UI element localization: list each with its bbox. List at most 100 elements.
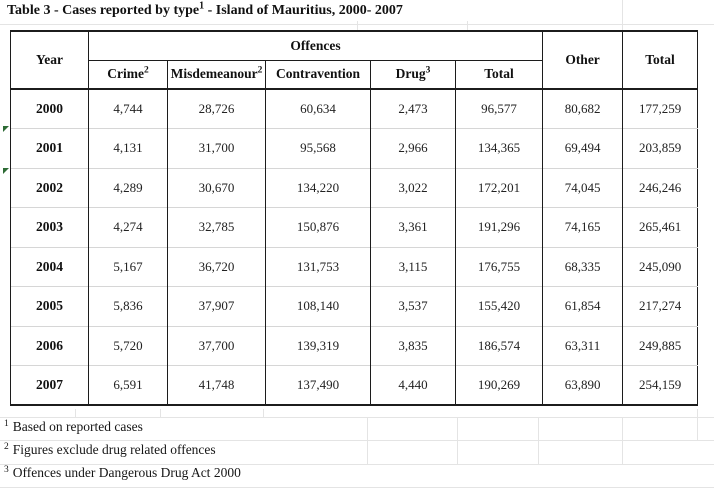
gridline	[367, 417, 368, 464]
col-header-crime-label: Crime	[107, 66, 144, 82]
col-header-misdemeanour-label: Misdemeanour	[170, 66, 258, 82]
contravention-cell: 134,220	[265, 167, 371, 208]
offences-total-cell: 190,269	[454, 365, 543, 405]
total-cell: 245,090	[622, 246, 698, 287]
drug-footnote-ref: 3	[425, 65, 431, 76]
gridline	[622, 0, 623, 30]
year-cell: 2007	[10, 365, 89, 405]
offences-total-cell: 176,755	[454, 246, 543, 287]
gridline	[75, 409, 76, 417]
crime-cell: 4,289	[88, 167, 168, 208]
gridline	[0, 487, 714, 488]
misdemeanour-cell: 28,726	[167, 88, 266, 129]
col-header-year: Year	[10, 31, 89, 90]
contravention-cell: 150,876	[265, 207, 371, 247]
title-footnote-ref: 1	[199, 0, 205, 12]
total-cell: 203,859	[622, 128, 698, 168]
header-row-sub: Crime2 Misdemeanour2 Contravention Drug3…	[11, 60, 698, 90]
drug-cell: 3,835	[370, 325, 456, 366]
table-title: Table 3 - Cases reported by type1 - Isla…	[7, 0, 403, 19]
other-cell: 80,682	[542, 88, 623, 129]
footnote-1-ref: 1	[4, 418, 9, 429]
misdemeanour-cell: 36,720	[167, 246, 266, 287]
contravention-cell: 137,490	[265, 365, 371, 405]
contravention-cell: 139,319	[265, 325, 371, 366]
gridline	[622, 417, 623, 464]
footnote-1: 1 Based on reported cases	[4, 415, 241, 438]
gridline	[538, 417, 539, 464]
col-header-misdemeanour: Misdemeanour2	[167, 60, 266, 90]
misdemeanour-cell: 37,700	[167, 325, 266, 366]
table-row: 2001 4,131 31,700 95,568 2,966 134,365 6…	[10, 128, 698, 168]
gridline	[0, 464, 714, 465]
table-row: 2002 4,289 30,670 134,220 3,022 172,201 …	[10, 167, 698, 208]
col-header-offences-total: Total	[454, 60, 543, 90]
other-cell: 74,045	[542, 167, 623, 208]
other-cell: 69,494	[542, 128, 623, 168]
offences-total-cell: 191,296	[454, 207, 543, 247]
footnote-2-ref: 2	[4, 441, 9, 452]
table-row: 2003 4,274 32,785 150,876 3,361 191,296 …	[10, 207, 698, 247]
drug-cell: 2,473	[370, 88, 456, 129]
contravention-cell: 131,753	[265, 246, 371, 287]
year-cell: 2001	[10, 128, 89, 168]
total-cell: 217,274	[622, 286, 698, 326]
year-cell: 2006	[10, 325, 89, 366]
total-cell: 265,461	[622, 207, 698, 247]
col-header-contravention-label: Contravention	[276, 66, 360, 82]
drug-cell: 3,115	[370, 246, 456, 287]
crime-cell: 5,167	[88, 246, 168, 287]
table-row: 2000 4,744 28,726 60,634 2,473 96,577 80…	[10, 88, 698, 129]
drug-cell: 3,361	[370, 207, 456, 247]
misdemeanour-cell: 37,907	[167, 286, 266, 326]
offences-total-cell: 96,577	[454, 88, 543, 129]
footnote-1-text: Based on reported cases	[12, 419, 143, 434]
col-header-other: Other	[542, 31, 623, 90]
title-text-suffix: - Island of Mauritius, 2000- 2007	[204, 3, 403, 18]
table-row: 2006 5,720 37,700 139,319 3,835 186,574 …	[10, 325, 698, 366]
other-cell: 63,890	[542, 365, 623, 405]
footnote-2-text: Figures exclude drug related offences	[12, 442, 216, 457]
drug-cell: 3,537	[370, 286, 456, 326]
drug-cell: 2,966	[370, 128, 456, 168]
offences-total-cell: 134,365	[454, 128, 543, 168]
table-row: 2007 6,591 41,748 137,490 4,440 190,269 …	[10, 365, 698, 405]
gridline	[357, 21, 358, 30]
title-text: Table 3 - Cases reported by type	[7, 3, 200, 18]
contravention-cell: 108,140	[265, 286, 371, 326]
table-row: 2004 5,167 36,720 131,753 3,115 176,755 …	[10, 246, 698, 287]
other-cell: 61,854	[542, 286, 623, 326]
gridline	[160, 409, 161, 417]
year-cell: 2004	[10, 246, 89, 287]
crime-cell: 4,744	[88, 88, 168, 129]
misdemeanour-footnote-ref: 2	[257, 65, 263, 76]
crime-cell: 4,131	[88, 128, 168, 168]
year-cell: 2005	[10, 286, 89, 326]
year-cell: 2003	[10, 207, 89, 247]
other-cell: 68,335	[542, 246, 623, 287]
col-header-drug-label: Drug	[395, 66, 426, 82]
crime-footnote-ref: 2	[143, 65, 149, 76]
col-header-offences-group: Offences	[87, 31, 543, 61]
misdemeanour-cell: 30,670	[167, 167, 266, 208]
col-header-crime: Crime2	[88, 60, 168, 90]
gridline	[457, 417, 458, 464]
gridline	[263, 409, 264, 417]
year-cell: 2002	[10, 167, 89, 208]
comment-marker-icon	[3, 168, 9, 174]
contravention-cell: 60,634	[265, 88, 371, 129]
col-header-drug: Drug3	[370, 60, 456, 90]
contravention-cell: 95,568	[265, 128, 371, 168]
crime-cell: 5,836	[88, 286, 168, 326]
gridline	[0, 417, 714, 418]
footnote-3-ref: 3	[4, 464, 9, 475]
drug-cell: 3,022	[370, 167, 456, 208]
total-cell: 254,159	[622, 365, 698, 405]
cases-by-type-table: Year Offences Other Total Crime2 Misdeme…	[10, 30, 699, 406]
other-cell: 63,311	[542, 325, 623, 366]
other-cell: 74,165	[542, 207, 623, 247]
crime-cell: 5,720	[88, 325, 168, 366]
footnote-3-text: Offences under Dangerous Drug Act 2000	[12, 465, 241, 480]
col-header-offences-total-label: Total	[484, 66, 514, 82]
